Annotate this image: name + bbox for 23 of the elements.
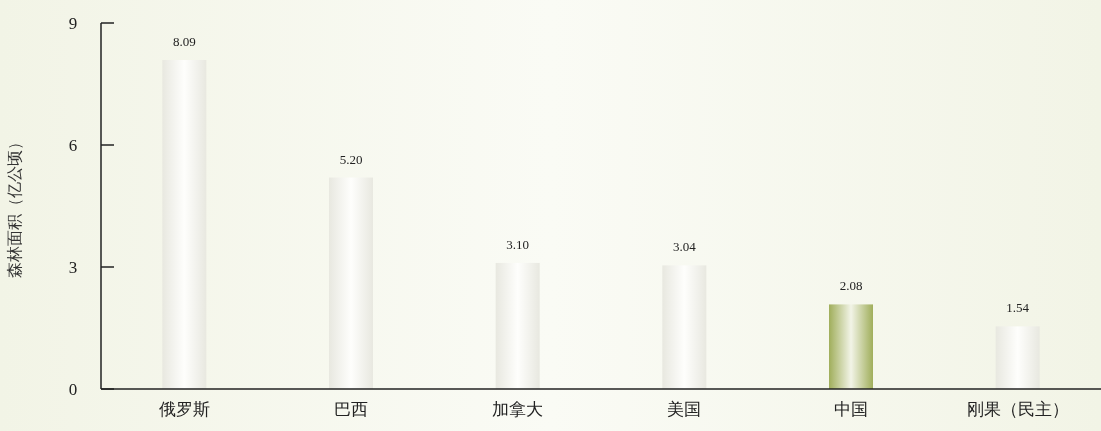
bar	[995, 326, 1040, 389]
data-label: 3.10	[506, 236, 530, 252]
data-label: 1.54	[1006, 300, 1030, 316]
data-label: 5.20	[339, 151, 363, 167]
bar	[662, 265, 707, 389]
y-tick-label: 0	[68, 379, 78, 399]
x-tick-label: 俄罗斯	[158, 399, 210, 419]
x-tick-label: 加拿大	[492, 399, 544, 419]
x-tick-label: 巴西	[334, 399, 368, 419]
x-tick-label: 中国	[834, 399, 868, 419]
data-label: 3.04	[672, 239, 697, 255]
y-axis-title: 森林面积（亿公顷）	[5, 134, 24, 278]
bar	[829, 304, 873, 389]
x-tick-label: 美国	[667, 399, 702, 419]
bar	[329, 177, 373, 389]
y-tick-label: 3	[68, 257, 78, 277]
x-tick-label: 刚果（民主）	[966, 399, 1069, 419]
y-tick-label: 6	[68, 135, 78, 155]
bar	[495, 262, 540, 389]
data-label: 2.08	[839, 278, 863, 294]
y-tick-label: 9	[68, 13, 78, 33]
bar	[162, 60, 207, 389]
data-label: 8.09	[172, 34, 196, 50]
